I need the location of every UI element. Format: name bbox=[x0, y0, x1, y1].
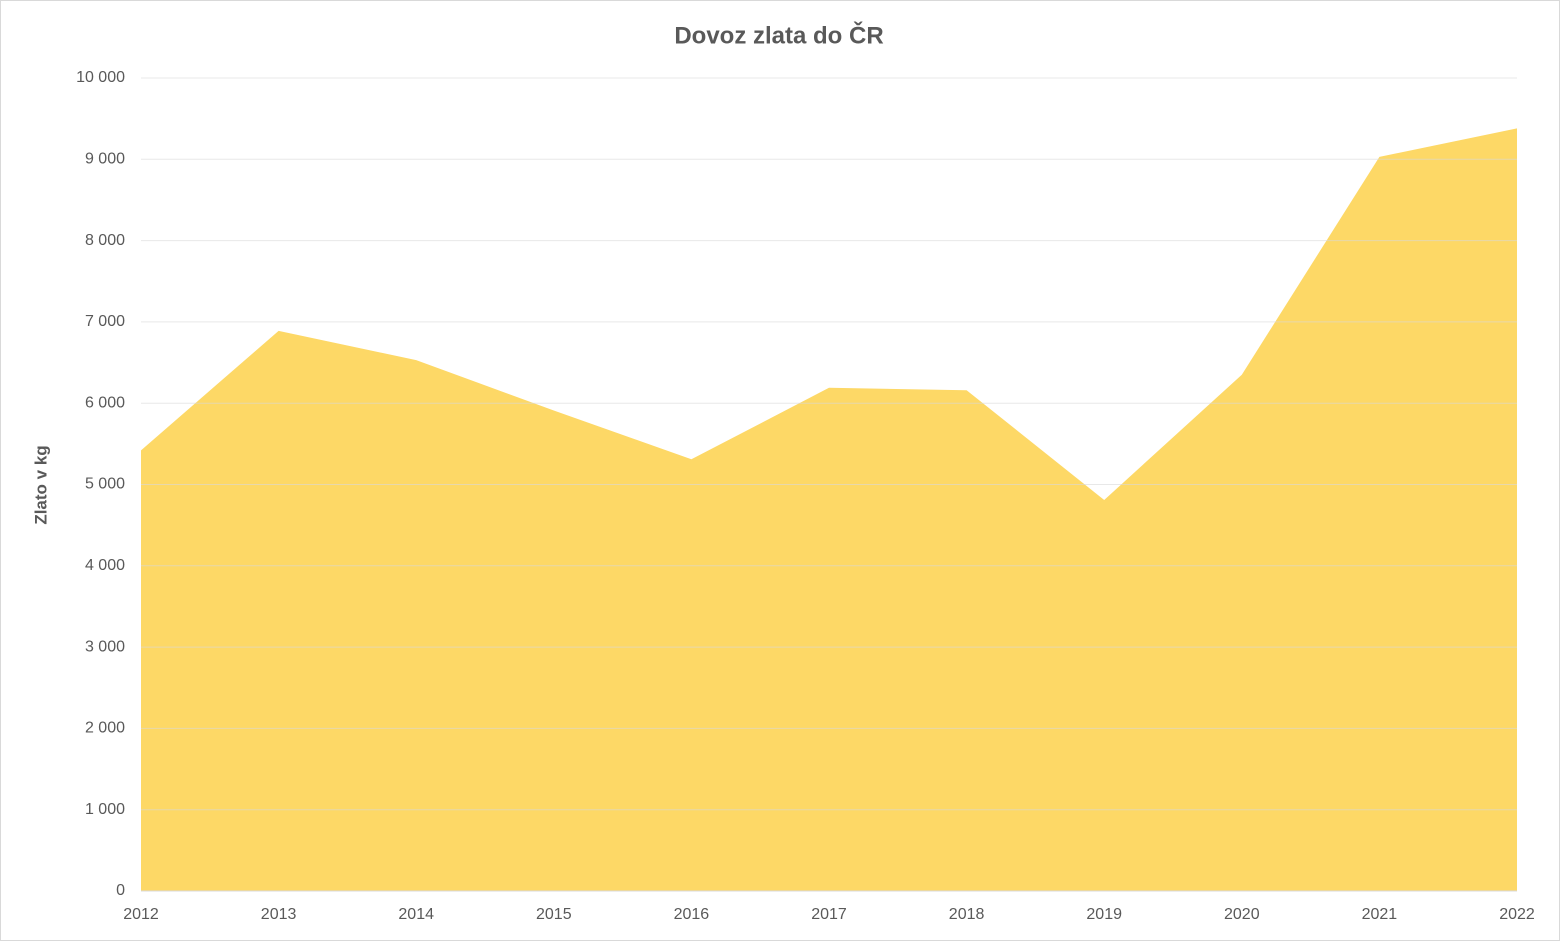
y-tick-label: 1 000 bbox=[85, 801, 125, 818]
x-tick-label: 2018 bbox=[949, 906, 985, 923]
y-tick-label: 4 000 bbox=[85, 557, 125, 574]
x-tick-label: 2015 bbox=[536, 906, 572, 923]
y-tick-label: 10 000 bbox=[76, 69, 125, 86]
y-tick-label: 6 000 bbox=[85, 394, 125, 411]
x-tick-label: 2016 bbox=[674, 906, 710, 923]
area bbox=[141, 128, 1517, 891]
y-tick-label: 3 000 bbox=[85, 638, 125, 655]
x-tick-label: 2022 bbox=[1499, 906, 1535, 923]
y-tick-label: 9 000 bbox=[85, 151, 125, 168]
x-tick-label: 2019 bbox=[1086, 906, 1122, 923]
y-tick-label: 0 bbox=[116, 882, 125, 899]
x-tick-label: 2013 bbox=[261, 906, 297, 923]
x-tick-label: 2012 bbox=[123, 906, 159, 923]
y-tick-label: 8 000 bbox=[85, 232, 125, 249]
x-tick-label: 2020 bbox=[1224, 906, 1260, 923]
y-tick-label: 7 000 bbox=[85, 313, 125, 330]
x-tick-label: 2014 bbox=[398, 906, 434, 923]
chart-title: Dovoz zlata do ČR bbox=[674, 21, 883, 49]
y-tick-label: 2 000 bbox=[85, 720, 125, 737]
x-tick-label: 2021 bbox=[1362, 906, 1398, 923]
y-axis-label: Zlato v kg bbox=[31, 445, 50, 524]
x-tick-label: 2017 bbox=[811, 906, 847, 923]
y-tick-label: 5 000 bbox=[85, 476, 125, 493]
